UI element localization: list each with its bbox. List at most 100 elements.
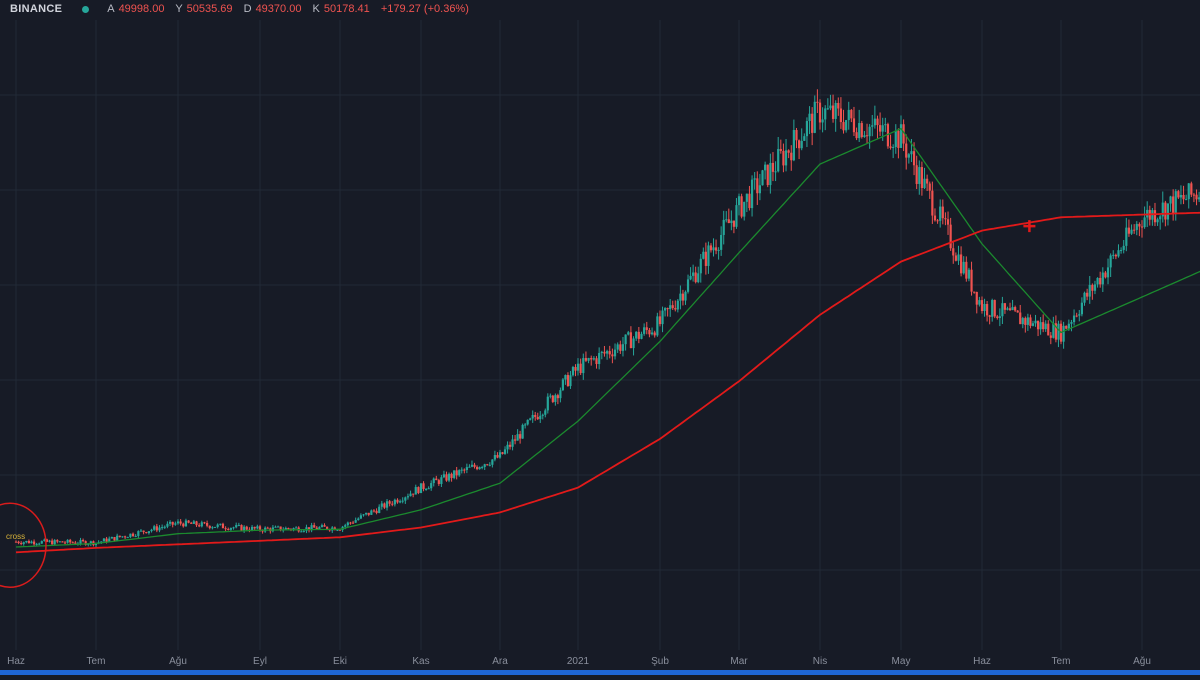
candle <box>145 531 148 534</box>
candle <box>195 520 198 527</box>
candle <box>359 513 363 520</box>
candle <box>276 525 280 528</box>
candle <box>1031 320 1035 327</box>
candle <box>56 539 59 544</box>
candle <box>656 312 659 337</box>
candle <box>769 153 772 194</box>
candle <box>689 267 692 281</box>
candle <box>928 181 931 199</box>
candle <box>102 537 106 542</box>
highlight-circle <box>0 502 47 588</box>
candle <box>498 449 502 459</box>
candle <box>605 349 609 360</box>
x-tick-label: 2021 <box>567 656 590 667</box>
candle <box>717 247 720 260</box>
candle <box>393 498 396 507</box>
candle <box>63 540 67 545</box>
candle <box>192 519 195 524</box>
ohlc-readout: A 49998.00 Y 50535.69 D 49370.00 K 50178.41 … <box>107 3 473 15</box>
candle <box>174 521 177 526</box>
candle <box>926 174 929 191</box>
candle <box>224 526 227 532</box>
candle <box>1101 267 1104 293</box>
candle <box>20 541 23 546</box>
candle <box>1088 276 1091 304</box>
candle <box>544 408 547 418</box>
candle <box>697 266 700 284</box>
candle <box>1042 314 1045 333</box>
candle <box>150 528 153 533</box>
candle <box>918 160 921 195</box>
candle <box>907 152 910 164</box>
candle <box>1125 217 1128 252</box>
candle <box>1034 314 1037 327</box>
candle <box>458 469 461 477</box>
candle <box>213 526 217 528</box>
candle <box>661 306 664 333</box>
candle <box>158 525 161 533</box>
candle <box>758 173 762 201</box>
candle <box>952 241 955 264</box>
candle <box>753 172 756 190</box>
candle <box>131 532 135 538</box>
candle <box>702 247 705 260</box>
candle <box>663 307 667 317</box>
candle <box>640 331 643 340</box>
candle <box>427 486 430 490</box>
candle <box>787 149 790 159</box>
candle <box>1086 288 1089 301</box>
candle <box>1117 244 1120 258</box>
candle <box>171 521 174 528</box>
candle <box>658 310 662 327</box>
candle <box>1169 195 1172 212</box>
candle <box>899 115 903 149</box>
candle <box>516 429 519 441</box>
candle <box>962 256 965 275</box>
candle <box>445 471 448 482</box>
candle <box>884 117 887 133</box>
candle <box>686 274 690 294</box>
candle <box>991 298 994 322</box>
candle <box>153 524 156 531</box>
candle <box>187 520 190 524</box>
candle <box>493 450 497 462</box>
exchange-name[interactable]: BINANCE <box>10 3 63 15</box>
candle <box>203 521 206 524</box>
candle <box>1057 320 1060 348</box>
candle <box>645 321 648 335</box>
candle <box>460 467 463 474</box>
candle <box>295 526 298 529</box>
candle <box>959 246 963 277</box>
candle <box>147 531 151 535</box>
candle <box>118 535 121 538</box>
candle <box>704 242 707 275</box>
candle <box>385 499 389 511</box>
candle <box>388 499 391 507</box>
high-label: Y <box>175 3 183 15</box>
candle <box>404 496 407 504</box>
x-tick-label: Tem <box>1052 656 1071 667</box>
candle <box>556 393 559 405</box>
candle <box>611 348 614 364</box>
candle <box>889 134 892 150</box>
candle <box>409 490 412 497</box>
candle <box>235 522 238 529</box>
candle <box>800 128 803 151</box>
candle <box>1029 314 1032 329</box>
candle <box>892 144 895 159</box>
x-tick-label: Ağu <box>1133 656 1151 667</box>
candle <box>939 199 942 228</box>
candle <box>735 198 738 229</box>
candle <box>232 526 235 530</box>
candle <box>383 502 386 509</box>
candle <box>727 208 730 224</box>
candle <box>792 119 795 162</box>
candle <box>902 119 905 152</box>
candle <box>653 330 656 338</box>
candle <box>619 340 622 354</box>
candle <box>967 267 971 282</box>
candle <box>878 112 882 137</box>
candle <box>750 175 754 217</box>
